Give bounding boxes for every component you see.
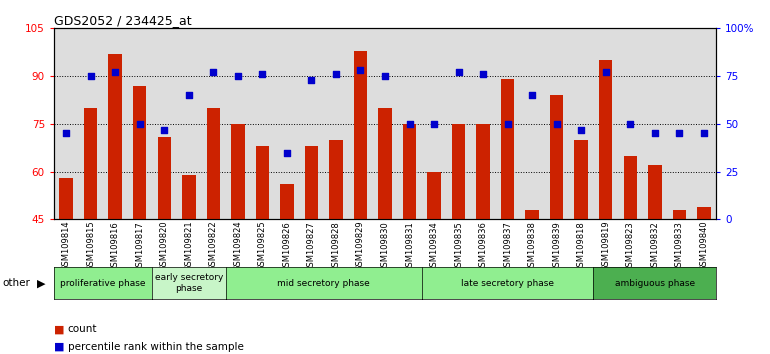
Point <box>305 77 317 83</box>
Point <box>501 121 514 127</box>
Point <box>158 127 170 132</box>
Point <box>182 92 195 98</box>
Point <box>698 131 710 136</box>
Bar <box>330 140 343 219</box>
Text: late secretory phase: late secretory phase <box>461 279 554 288</box>
Bar <box>109 54 122 219</box>
Point <box>551 121 563 127</box>
Point <box>256 72 269 77</box>
Text: ▶: ▶ <box>37 278 45 288</box>
Bar <box>599 60 612 219</box>
Point <box>648 131 661 136</box>
Point <box>60 131 72 136</box>
Bar <box>648 165 661 219</box>
Point <box>403 121 416 127</box>
Text: other: other <box>2 278 30 288</box>
Point <box>453 69 465 75</box>
Bar <box>624 156 637 219</box>
Point <box>85 73 97 79</box>
Text: ■: ■ <box>54 342 65 352</box>
Bar <box>403 124 417 219</box>
Text: GDS2052 / 234425_at: GDS2052 / 234425_at <box>54 14 192 27</box>
Bar <box>182 175 196 219</box>
Bar <box>158 137 171 219</box>
Bar <box>500 79 514 219</box>
Text: percentile rank within the sample: percentile rank within the sample <box>68 342 243 352</box>
Bar <box>59 178 73 219</box>
Text: ambiguous phase: ambiguous phase <box>614 279 695 288</box>
Bar <box>452 124 465 219</box>
Point <box>673 131 685 136</box>
Bar <box>231 124 245 219</box>
Point <box>379 73 391 79</box>
Text: early secretory
phase: early secretory phase <box>155 274 223 293</box>
Point <box>354 68 367 73</box>
Point <box>600 69 612 75</box>
Text: proliferative phase: proliferative phase <box>60 279 146 288</box>
Text: count: count <box>68 324 97 334</box>
Bar <box>280 184 293 219</box>
Bar <box>477 124 490 219</box>
Point <box>477 72 489 77</box>
Point <box>133 121 146 127</box>
Text: mid secretory phase: mid secretory phase <box>277 279 370 288</box>
Bar <box>133 86 146 219</box>
Point <box>232 73 244 79</box>
Point <box>281 150 293 155</box>
Bar <box>378 108 392 219</box>
Bar <box>672 210 686 219</box>
Bar <box>550 95 564 219</box>
Point <box>207 69 219 75</box>
Bar <box>353 51 367 219</box>
Point <box>109 69 122 75</box>
Bar <box>256 146 269 219</box>
Bar <box>206 108 220 219</box>
Point <box>428 121 440 127</box>
Bar <box>697 207 711 219</box>
Point <box>330 72 342 77</box>
Point <box>624 121 637 127</box>
Bar <box>84 108 98 219</box>
Point <box>575 127 588 132</box>
Text: ■: ■ <box>54 324 65 334</box>
Bar <box>427 172 440 219</box>
Bar <box>574 140 588 219</box>
Bar <box>525 210 539 219</box>
Bar <box>305 146 318 219</box>
Point <box>526 92 538 98</box>
